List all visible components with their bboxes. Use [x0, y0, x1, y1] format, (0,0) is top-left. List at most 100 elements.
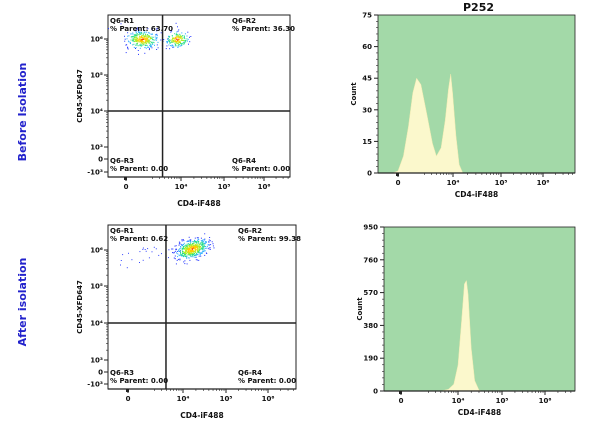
data-point [144, 52, 146, 54]
y-axis-label: CD45-XFD647 [76, 69, 84, 123]
data-point [195, 253, 197, 255]
data-point [208, 248, 210, 250]
data-point [140, 36, 142, 38]
data-point [141, 35, 143, 37]
y-tick-label: 10⁵ [90, 283, 103, 291]
data-point [198, 241, 200, 243]
data-point [178, 254, 180, 256]
data-point [201, 240, 203, 242]
data-point [177, 35, 179, 37]
data-point [122, 254, 124, 256]
data-point [175, 37, 177, 39]
data-point [181, 40, 183, 41]
data-point [175, 249, 177, 251]
data-point [194, 248, 196, 250]
quadrant-percent: % Parent: 0.00 [232, 165, 290, 173]
data-point [198, 247, 200, 249]
data-point [148, 42, 149, 44]
data-point [187, 31, 189, 33]
data-point [152, 33, 153, 35]
data-point [171, 35, 173, 37]
data-point [172, 252, 173, 254]
data-point [176, 34, 178, 36]
data-point [176, 33, 177, 35]
data-point [202, 241, 204, 243]
data-point [185, 253, 186, 255]
data-point [135, 37, 137, 39]
data-point [139, 39, 141, 41]
data-point [132, 32, 134, 34]
data-point [202, 247, 204, 249]
data-point [143, 43, 145, 45]
data-point [177, 43, 178, 45]
data-point [177, 258, 179, 260]
data-point [202, 239, 204, 241]
data-point [189, 240, 191, 242]
data-point [149, 48, 150, 50]
data-point [160, 39, 162, 41]
data-point [160, 32, 162, 34]
data-point [198, 252, 200, 254]
data-point [149, 38, 151, 40]
data-point [187, 249, 189, 251]
x-tick-label: 10⁴ [452, 397, 465, 405]
data-point [208, 239, 210, 241]
data-point [184, 42, 185, 44]
y-tick-label: -10³ [87, 169, 103, 177]
data-point [150, 41, 152, 43]
x-tick-label: 10⁶ [537, 179, 550, 187]
data-point [199, 249, 200, 251]
data-point [186, 38, 188, 40]
data-point [204, 246, 205, 248]
data-point [179, 40, 181, 42]
y-axis-label: CD45-XFD647 [76, 280, 84, 334]
data-point [138, 40, 140, 42]
data-point [184, 39, 186, 41]
data-point [200, 248, 202, 250]
data-point [137, 33, 139, 35]
data-point [192, 254, 194, 256]
data-point [146, 37, 148, 39]
data-point [135, 48, 136, 49]
data-point [198, 251, 200, 253]
data-point [171, 41, 173, 43]
data-point [170, 41, 172, 43]
data-point [188, 253, 190, 255]
data-point [143, 31, 145, 33]
data-point [151, 33, 153, 35]
data-point [185, 252, 187, 254]
quadrant-name: Q6-R4 [232, 157, 256, 165]
data-point [192, 256, 194, 258]
data-point [167, 41, 169, 42]
data-point [178, 38, 180, 39]
data-point [191, 250, 193, 252]
data-point [149, 41, 151, 42]
data-point [156, 36, 158, 38]
data-point [177, 33, 179, 35]
data-point [142, 33, 144, 35]
data-point [208, 241, 209, 243]
data-point [171, 248, 173, 250]
data-point [193, 255, 195, 257]
data-point [143, 38, 145, 39]
data-point [134, 36, 136, 38]
data-point [168, 36, 170, 38]
zero-marker [124, 177, 127, 180]
data-point [187, 252, 189, 254]
data-point [147, 37, 149, 39]
data-point [169, 48, 171, 50]
data-point [139, 44, 141, 46]
data-point [133, 41, 135, 43]
data-point [150, 46, 152, 48]
data-point [185, 256, 187, 257]
chart-4: 0 190 380 570 760 950 Count 0 10⁴ 10⁵ 10⁶ CD4-iF488 [356, 224, 576, 417]
data-point [186, 249, 188, 251]
data-point [130, 33, 132, 35]
data-point [204, 238, 206, 240]
data-point [147, 46, 149, 48]
y-tick-label: 45 [362, 75, 372, 83]
data-point [139, 33, 141, 35]
data-point [184, 41, 186, 43]
data-point [200, 240, 202, 242]
data-point [141, 32, 143, 34]
